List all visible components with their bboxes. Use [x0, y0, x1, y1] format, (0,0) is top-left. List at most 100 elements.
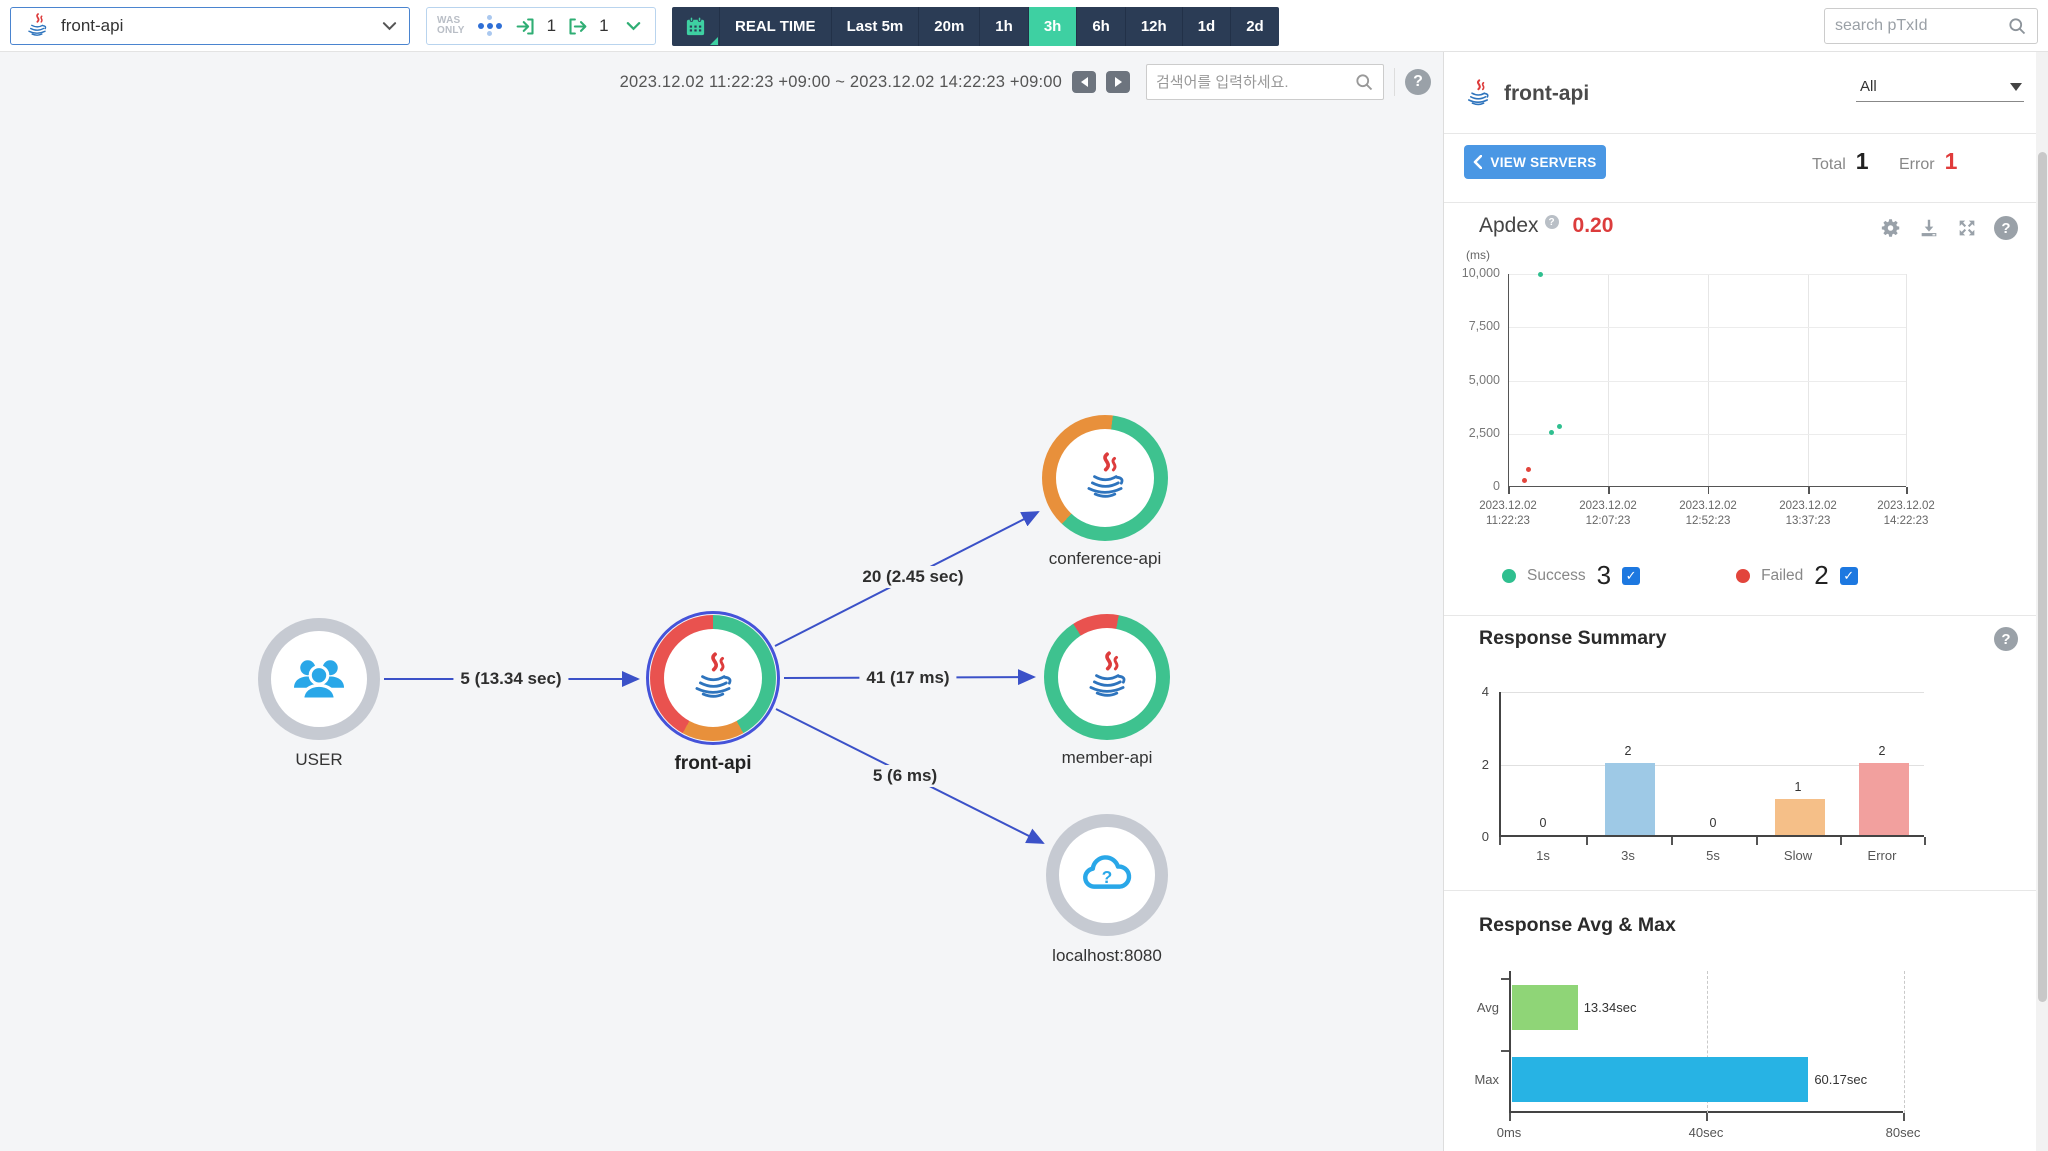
response-summary-title: Response Summary: [1479, 627, 1667, 649]
time-range-2d[interactable]: 2d: [1246, 18, 1264, 35]
chevron-down-icon: [382, 22, 397, 31]
response-avg-max-title: Response Avg & Max: [1479, 914, 1676, 936]
scatter-point: [1522, 478, 1528, 484]
time-range-1h[interactable]: 1h: [980, 7, 1029, 46]
outbound-count: 1: [599, 16, 609, 35]
java-icon: [685, 650, 741, 706]
success-checkbox[interactable]: ✓: [1622, 566, 1641, 585]
outbound-icon: [569, 17, 587, 35]
period-next-button[interactable]: [1106, 71, 1130, 93]
sidebar-scrollbar-thumb[interactable]: [2037, 152, 2047, 1002]
view-servers-button[interactable]: VIEW SERVERS: [1464, 145, 1606, 179]
edge-label-front-conference[interactable]: 20 (2.45 sec): [855, 566, 971, 588]
sidebar-scrollbar: [2036, 52, 2048, 1151]
scatter-point: [1549, 429, 1555, 435]
error-stat: Error 1: [1899, 148, 1958, 174]
search-icon[interactable]: [1354, 72, 1374, 92]
chevron-down-icon[interactable]: [626, 21, 641, 31]
caret-down-icon: [2010, 82, 2022, 91]
svg-text:?: ?: [1102, 867, 1113, 887]
agent-filter-select[interactable]: All: [1856, 78, 2024, 102]
response-summary-help-icon[interactable]: ?: [1994, 627, 2018, 651]
instances-icon: [476, 14, 504, 38]
was-only-filter[interactable]: WAS ONLY 1 1: [426, 7, 656, 45]
application-selector[interactable]: front-api: [10, 7, 410, 45]
edge-label-front-localhost[interactable]: 5 (6 ms): [865, 765, 945, 787]
map-toolbar: 2023.12.02 11:22:23 +09:00 ~ 2023.12.02 …: [620, 62, 1431, 102]
time-range-bar: REAL TIME Last 5m 20m 1h 3h 6h 12h 1d 2d: [672, 7, 1279, 46]
apdex-legend: Success 3 ✓ Failed 2 ✓: [1502, 560, 1982, 591]
expand-icon[interactable]: [1956, 217, 1978, 239]
sidebar-title: front-api: [1504, 82, 1590, 105]
node-label: front-api: [674, 753, 752, 774]
map-node-conference-api[interactable]: conference-api: [1042, 415, 1168, 568]
map-edges: [384, 511, 1045, 844]
time-range-6h[interactable]: 6h: [1077, 7, 1126, 46]
time-range-realtime[interactable]: REAL TIME: [720, 7, 832, 46]
next-arrow-icon: [1114, 77, 1122, 87]
node-label: conference-api: [1048, 549, 1162, 568]
failed-dot-icon: [1736, 568, 1751, 583]
unknown-cloud-icon: ?: [1083, 855, 1132, 889]
avgmax-plot: [1509, 971, 1905, 1113]
time-range-last5m[interactable]: Last 5m: [832, 7, 920, 46]
apdex-y-unit: (ms): [1466, 248, 1490, 262]
edge-label-front-member[interactable]: 41 (17 ms): [859, 667, 957, 689]
java-icon: [1079, 649, 1135, 705]
map-node-member-api[interactable]: member-api: [1044, 614, 1170, 767]
prev-arrow-icon: [1080, 77, 1088, 87]
summary-bar-Error: [1859, 762, 1909, 835]
success-count: 3: [1596, 560, 1612, 590]
map-search-input[interactable]: [1156, 73, 1354, 91]
map-help-icon[interactable]: ?: [1405, 69, 1431, 95]
detail-sidebar: front-api All VIEW SERVERS Total 1 Error…: [1443, 52, 2036, 1151]
transaction-search-box: [1824, 8, 2038, 44]
calendar-icon: [686, 16, 705, 36]
error-value: 1: [1944, 148, 1958, 174]
node-label: member-api: [1061, 748, 1153, 767]
legend-failed: Failed 2 ✓: [1736, 560, 1858, 591]
transaction-search-input[interactable]: [1835, 17, 2007, 35]
apdex-chart-help-icon[interactable]: ?: [1994, 216, 2018, 240]
search-icon[interactable]: [2007, 16, 2027, 36]
server-map[interactable]: 2023.12.02 11:22:23 +09:00 ~ 2023.12.02 …: [0, 52, 1443, 1151]
failed-count: 2: [1814, 560, 1829, 590]
time-range-12h[interactable]: 12h: [1126, 7, 1183, 46]
apdex-help-icon[interactable]: ?: [1544, 215, 1559, 229]
total-value: 1: [1855, 148, 1869, 174]
node-label: localhost:8080: [1052, 946, 1162, 965]
map-node-user[interactable]: USER: [258, 618, 380, 769]
application-selector-label: front-api: [61, 16, 124, 35]
apdex-plot: [1508, 271, 1907, 487]
chevron-left-icon: [1474, 155, 1483, 169]
apdex-label: Apdex: [1479, 214, 1539, 237]
scatter-point: [1556, 423, 1562, 429]
java-icon: [1077, 450, 1133, 506]
calendar-button[interactable]: [672, 7, 720, 46]
summary-plot: [1499, 692, 1924, 837]
inbound-icon: [516, 17, 534, 35]
scatter-point: [1525, 467, 1531, 473]
apdex-value: 0.20: [1572, 214, 1614, 237]
map-node-localhost[interactable]: ? localhost:8080: [1046, 814, 1168, 965]
success-dot-icon: [1502, 568, 1516, 583]
period-prev-button[interactable]: [1072, 71, 1096, 93]
failed-checkbox[interactable]: ✓: [1839, 566, 1858, 585]
avgmax-bar-Avg: [1512, 985, 1578, 1030]
total-stat: Total 1: [1812, 148, 1869, 174]
time-range-1d[interactable]: 1d: [1183, 7, 1232, 46]
map-node-front-api[interactable]: front-api: [646, 611, 780, 774]
node-label: USER: [295, 750, 343, 769]
java-icon: [1462, 78, 1494, 110]
top-bar: front-api WAS ONLY 1 1 REAL TIME Last 5m …: [0, 0, 2048, 52]
java-icon: [23, 12, 51, 40]
avgmax-bar-Max: [1512, 1057, 1809, 1102]
time-range-3h[interactable]: 3h: [1028, 7, 1078, 46]
download-icon[interactable]: [1918, 217, 1940, 239]
legend-success: Success 3 ✓: [1502, 560, 1641, 591]
settings-gear-icon[interactable]: [1880, 217, 1902, 239]
edge-label-user-front[interactable]: 5 (13.34 sec): [453, 668, 569, 690]
time-range-20m[interactable]: 20m: [919, 7, 981, 46]
map-search-box: [1146, 64, 1384, 100]
summary-bar-Slow: [1775, 798, 1825, 835]
